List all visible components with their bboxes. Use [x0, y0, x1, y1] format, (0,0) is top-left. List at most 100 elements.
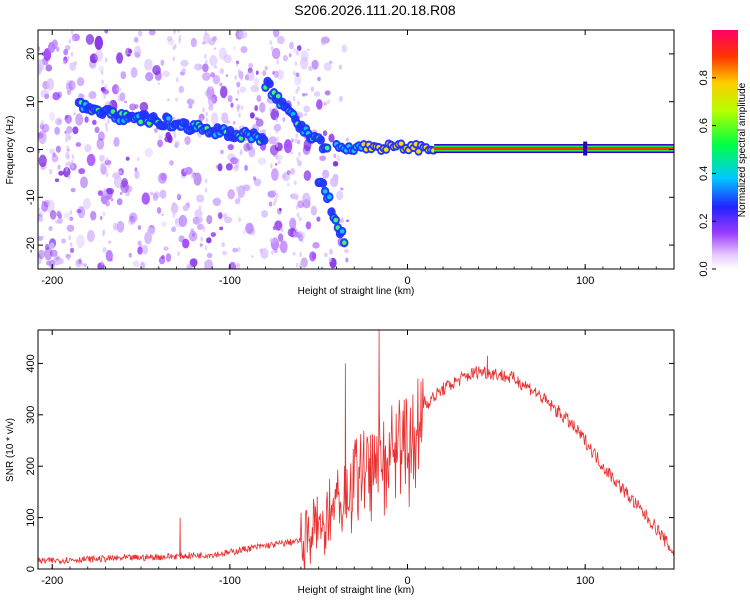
noise-blob	[260, 248, 269, 259]
noise-blob	[161, 213, 164, 217]
noise-blob	[167, 38, 175, 46]
noise-blob	[162, 70, 170, 78]
noise-streak	[203, 72, 207, 78]
noise-blob	[120, 71, 127, 80]
noise-streak	[205, 111, 208, 117]
noise-blob	[242, 184, 251, 191]
noise-blob	[73, 112, 76, 116]
noise-blob	[182, 238, 190, 249]
noise-blob	[257, 157, 267, 165]
noise-streak	[102, 231, 105, 237]
noise-blob	[336, 190, 344, 201]
noise-blob	[158, 134, 163, 140]
noise-blob	[277, 233, 284, 242]
noise-blob	[38, 154, 47, 168]
spectrogram-x-tick-label: 100	[576, 275, 594, 287]
noise-blob	[167, 98, 170, 102]
noise-blob	[188, 230, 198, 242]
noise-blob	[219, 82, 223, 87]
noise-blob	[279, 240, 288, 254]
noise-blob	[251, 255, 254, 258]
noise-blob	[202, 72, 211, 81]
noise-blob	[210, 112, 219, 125]
noise-streak	[69, 210, 73, 216]
noise-blob	[276, 35, 285, 45]
noise-blob	[212, 74, 221, 85]
noise-blob	[322, 130, 328, 137]
noise-streak	[238, 217, 241, 223]
ridge-1	[261, 76, 332, 154]
noise-streak	[205, 117, 208, 123]
noise-streak	[202, 226, 206, 232]
noise-blob	[225, 74, 229, 77]
noise-blob	[188, 104, 193, 109]
noise-streak	[297, 110, 300, 116]
noise-blob	[81, 262, 85, 267]
noise-blob	[181, 68, 187, 73]
noise-blob	[56, 46, 60, 52]
noise-blob	[235, 98, 239, 101]
noise-blob	[329, 177, 339, 188]
noise-blob	[302, 192, 311, 206]
snr-y-ticks: 0 100 200 300 400	[25, 354, 674, 572]
noise-streak	[202, 107, 205, 113]
noise-blob	[51, 39, 58, 50]
noise-blob	[232, 247, 239, 253]
colorbar-tick-label: 0.2	[698, 214, 710, 229]
noise-blob	[271, 47, 281, 60]
noise-blob	[246, 70, 255, 82]
noise-streak	[103, 93, 106, 99]
ridge-blob	[159, 121, 169, 131]
noise-blob	[282, 117, 286, 123]
spectrogram-noise-cloud	[38, 30, 350, 269]
noise-streak	[70, 51, 74, 57]
noise-blob	[317, 76, 321, 82]
ridge-0	[74, 97, 269, 146]
noise-streak	[238, 196, 241, 202]
noise-blob	[221, 250, 228, 256]
noise-blob	[44, 246, 53, 261]
noise-blob	[49, 210, 57, 220]
noise-blob	[309, 251, 317, 262]
noise-blob	[206, 252, 213, 258]
noise-blob	[58, 170, 64, 176]
noise-blob	[38, 45, 41, 53]
noise-streak	[101, 79, 104, 85]
noise-blob	[57, 91, 63, 99]
noise-blob	[49, 168, 53, 175]
noise-streak	[275, 193, 279, 199]
noise-blob	[110, 197, 114, 202]
noise-blob	[158, 172, 167, 184]
noise-streak	[237, 69, 241, 75]
noise-streak	[269, 107, 273, 113]
noise-blob	[285, 143, 289, 148]
noise-blob	[118, 170, 122, 175]
noise-blob	[54, 178, 60, 183]
noise-streak	[68, 135, 72, 141]
noise-blob	[74, 61, 77, 66]
noise-blob	[52, 152, 56, 157]
noise-blob	[66, 82, 72, 91]
noise-blob	[304, 113, 307, 116]
noise-blob	[90, 210, 97, 221]
noise-blob	[319, 155, 327, 162]
ridge-blob-core	[333, 217, 339, 223]
ridge-blob-core	[275, 93, 281, 99]
noise-streak	[203, 266, 207, 269]
noise-blob	[220, 149, 224, 155]
noise-blob	[227, 189, 235, 200]
noise-blob	[324, 90, 331, 96]
snr-x-tick-label: 0	[404, 575, 410, 587]
noise-streak	[66, 154, 70, 160]
noise-blob	[316, 216, 321, 222]
noise-blob	[294, 74, 302, 86]
noise-blob	[41, 201, 49, 213]
noise-blob	[144, 147, 154, 158]
noise-blob	[322, 169, 330, 179]
noise-streak	[173, 43, 177, 49]
noise-streak	[104, 57, 108, 63]
noise-streak	[269, 40, 273, 46]
noise-streak	[296, 156, 299, 162]
noise-streak	[270, 163, 273, 169]
noise-blob	[102, 246, 107, 254]
